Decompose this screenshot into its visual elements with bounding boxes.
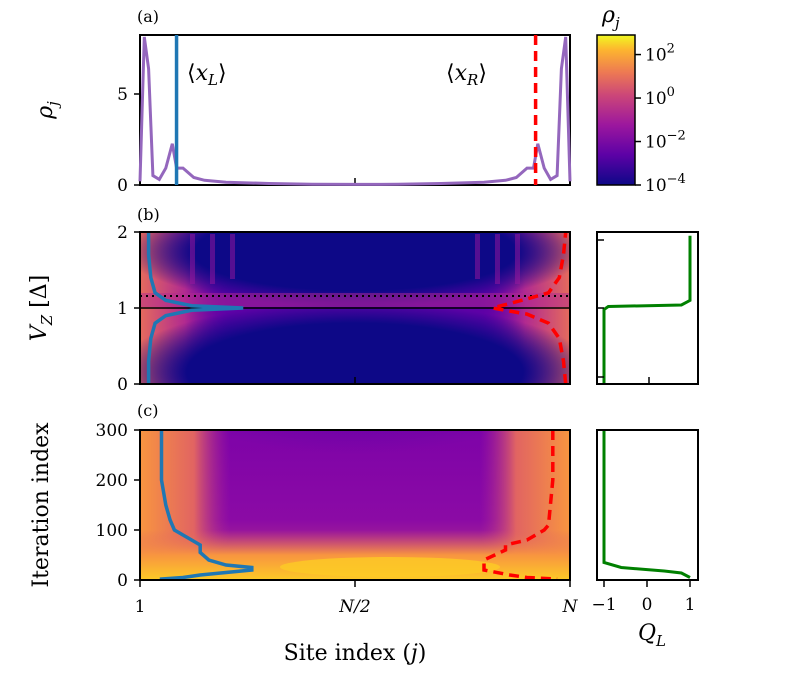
panel-b-ytick-0: 0	[117, 375, 128, 395]
panel-a-ylabel: ρj	[33, 101, 62, 120]
colorbar-title: ρj	[601, 3, 620, 32]
panel-c-ytick-0: 0	[117, 571, 128, 591]
colorbar-gradient	[596, 34, 636, 186]
x-axis-label: Site index (j)	[284, 641, 427, 666]
panel-a-ytick-5: 5	[117, 85, 128, 105]
panel-b-label: (b)	[137, 205, 160, 224]
panel-c-ytick-200: 200	[96, 471, 128, 491]
b-xR-line	[492, 231, 568, 385]
b-charge-line	[602, 235, 692, 384]
panel-a-label: (a)	[137, 7, 159, 26]
annotation-xL: ⟨xL⟩	[187, 61, 227, 89]
c-xR-line	[482, 430, 558, 581]
panel-b-right-frame	[596, 231, 699, 385]
panel-b-right	[596, 231, 699, 385]
annotation-xR: ⟨xR⟩	[446, 61, 487, 89]
cbar-tick-label: 10−4	[645, 172, 686, 196]
panel-c-ytick-100: 100	[96, 521, 128, 541]
panel-c-label: (c)	[137, 401, 158, 420]
panel-c-right-frame	[596, 429, 699, 581]
cbar-tick-label: 102	[645, 42, 675, 66]
panel-b-ylabel: VZ [Δ]	[27, 275, 56, 341]
b-xL-line	[146, 232, 244, 384]
panel-c-right-plot	[602, 430, 691, 579]
c-xL-line	[159, 430, 254, 581]
xtick-N: N	[562, 597, 579, 617]
panel-a-frame	[139, 34, 571, 186]
cbar-tick-label: 100	[645, 85, 675, 109]
panel-c-right: −1 0 1 QL	[591, 429, 699, 650]
panel-a-ytick-0: 0	[117, 176, 128, 196]
xtick-half: N/2	[338, 597, 370, 617]
c-charge-line	[602, 430, 691, 579]
q-axis-label: QL	[638, 621, 666, 650]
q-tick-1: 1	[685, 595, 696, 615]
panel-c-plot	[159, 430, 558, 581]
q-tick-0: 0	[642, 595, 653, 615]
panel-b-ytick-1: 1	[117, 299, 128, 319]
colorbar-ticks: 102 100 10−2 10−4	[635, 42, 686, 196]
xtick-1: 1	[135, 597, 146, 617]
density-line	[138, 36, 572, 186]
panel-a: (a) 0 5 ρj ⟨xL⟩ ⟨xR⟩	[33, 7, 572, 196]
panel-b-plot	[146, 231, 568, 385]
panel-b-heatmap	[140, 232, 570, 384]
panel-b-right-plot	[602, 235, 692, 384]
q-tick-neg1: −1	[591, 595, 616, 615]
panel-c-heatmap	[140, 430, 570, 580]
panel-c-ylabel: Iteration index	[29, 422, 54, 588]
colorbar: ρj 102 100 10−2 10−4	[596, 3, 686, 196]
panel-a-plot	[138, 35, 572, 186]
panel-b: (b) 0 1 2 VZ [Δ]	[27, 205, 571, 395]
cbar-tick-label: 10−2	[645, 129, 686, 153]
panel-b-ytick-2: 2	[117, 223, 128, 243]
panel-c: (c) 0 100 200 300 Iteration index 1 N/2 …	[29, 401, 579, 666]
panel-c-ytick-300: 300	[96, 421, 128, 441]
